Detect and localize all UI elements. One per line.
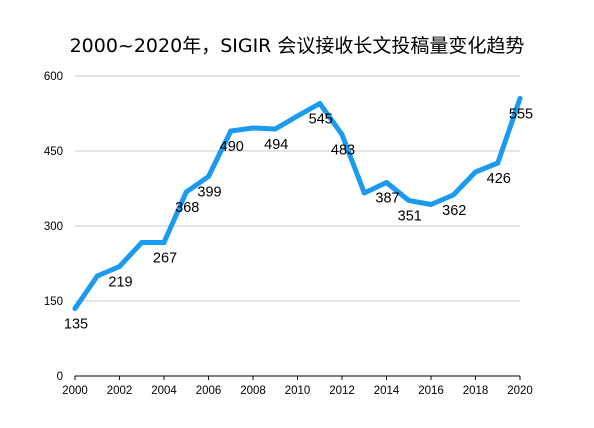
x-tick-label: 2020 [507,385,533,397]
y-tick-label: 300 [44,221,63,233]
data-label: 426 [487,171,511,187]
x-tick-label: 2008 [240,385,266,397]
data-label: 387 [375,191,399,207]
x-tick-labels: 2000 2002 2004 2006 2008 2010 2012 2014 2016 2018… [62,385,533,397]
x-tick-label: 2010 [285,385,311,397]
y-tick-label: 450 [44,146,63,158]
y-tick-label: 600 [44,71,63,83]
data-point [272,126,278,132]
y-tick-label: 150 [44,296,63,308]
grid-lines [75,75,520,302]
data-point [117,264,122,269]
y-tick-label: 0 [57,371,63,383]
data-point [495,160,501,166]
data-label: 555 [509,107,533,123]
data-label: 494 [264,137,288,153]
x-tick-label: 2006 [196,385,222,397]
data-point [450,192,456,198]
data-label: 219 [108,275,132,291]
y-tick-labels: 0 150 300 450 600 [44,71,63,383]
data-point [94,273,100,279]
data-point [250,125,256,131]
x-tick-label: 2012 [329,385,355,397]
data-label: 368 [175,200,199,216]
data-label: 545 [309,112,333,128]
x-tick-label: 2016 [418,385,444,397]
data-point [161,240,167,245]
data-label: 362 [442,203,466,219]
data-point [139,240,145,245]
data-point [72,306,78,311]
data-point [339,132,345,137]
data-point [428,202,434,207]
x-tick-label: 2018 [463,385,489,397]
data-label: 351 [398,209,422,225]
x-tick-label: 2004 [151,385,177,397]
data-point [317,101,323,106]
data-point [206,174,211,179]
x-tick-label: 2002 [107,385,133,397]
data-point [183,189,189,195]
data-label: 490 [220,139,244,155]
data-point [295,113,300,119]
series-lines [72,96,523,311]
data-label: 135 [64,317,88,333]
data-point [361,190,367,196]
data-point [517,96,523,101]
x-tick-label: 2000 [62,385,88,397]
data-point [473,169,478,175]
data-label: 399 [197,185,221,201]
axes [74,375,521,380]
x-tick-label: 2014 [374,385,400,397]
chart-title: 2000~2020年，SIGIR 会议接收长文投稿量变化趋势 [70,35,525,57]
data-label: 267 [153,251,177,267]
data-point [228,128,234,134]
data-point [406,198,412,203]
data-point [384,180,389,185]
data-label: 483 [331,143,355,159]
